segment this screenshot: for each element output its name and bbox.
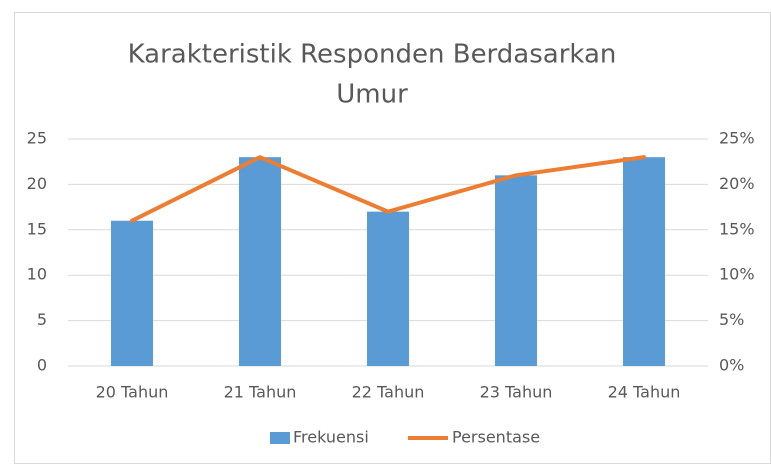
legend-label: Frekuensi: [293, 428, 369, 447]
bar: [623, 157, 665, 366]
y2-tick-label: 5%: [719, 310, 744, 329]
y-tick-label: 25: [27, 129, 47, 148]
x-tick-label: 22 Tahun: [352, 383, 425, 402]
chart-title: Umur: [336, 80, 408, 110]
legend-label: Persentase: [452, 428, 540, 447]
y2-tick-label: 15%: [719, 219, 755, 238]
y2-tick-label: 0%: [719, 356, 744, 375]
y-tick-label: 15: [27, 219, 47, 238]
y-tick-label: 20: [27, 174, 47, 193]
y-tick-label: 0: [37, 356, 47, 375]
y-tick-label: 10: [27, 265, 47, 284]
line: [130, 155, 646, 223]
y-tick-label: 5: [37, 310, 47, 329]
bar: [111, 220, 153, 366]
bar: [367, 211, 409, 366]
chart-title: Karakteristik Responden Berdasarkan: [128, 40, 617, 70]
x-tick-label: 23 Tahun: [480, 383, 553, 402]
legend-swatch: [270, 432, 290, 444]
x-tick-label: 24 Tahun: [608, 383, 681, 402]
y2-tick-label: 10%: [719, 265, 755, 284]
x-tick-label: 20 Tahun: [96, 383, 169, 402]
x-tick-label: 21 Tahun: [224, 383, 297, 402]
bar: [495, 175, 537, 366]
y2-tick-label: 25%: [719, 129, 755, 148]
y2-tick-label: 20%: [719, 174, 755, 193]
bar: [239, 157, 281, 366]
